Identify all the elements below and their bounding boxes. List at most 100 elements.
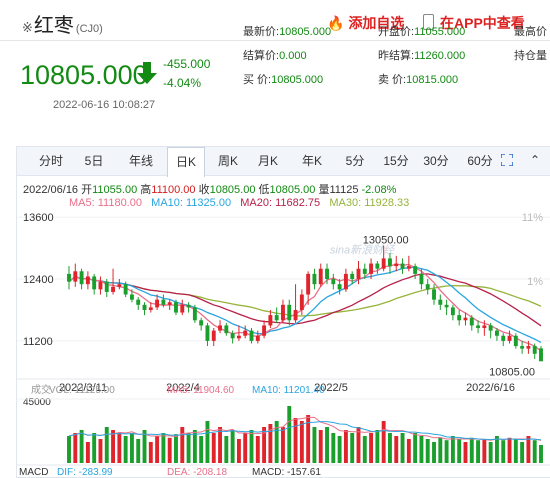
volume-bar xyxy=(375,430,380,463)
volume-bar xyxy=(249,430,254,463)
volume-bar xyxy=(306,415,311,463)
ma20-value: MA20: 11682.75 xyxy=(240,197,321,209)
volume-bar xyxy=(457,439,462,463)
high-value: 11100.00 xyxy=(151,184,196,196)
quote-field: 昨结算:11260.000 xyxy=(378,47,465,63)
volume-bar xyxy=(488,442,493,463)
price-tick-label: 11200 xyxy=(23,336,53,348)
volume-bar xyxy=(438,437,443,463)
candle-body xyxy=(299,294,304,310)
vol-ma5-line xyxy=(68,416,542,441)
tab-9[interactable]: 15分 xyxy=(383,154,409,168)
tab-1[interactable]: 分时 xyxy=(38,154,63,168)
volume-bar xyxy=(174,434,178,463)
volume-bar xyxy=(494,436,499,463)
tab-11[interactable]: 60分 xyxy=(467,154,493,168)
price-change: -455.000 xyxy=(163,57,211,71)
kline-date: 2022/06/16 xyxy=(23,184,79,196)
ma5-value: MA5: 11180.00 xyxy=(69,197,142,209)
ma10-value: MA10: 11325.00 xyxy=(151,197,232,209)
volume-bar xyxy=(85,442,90,463)
candle-body xyxy=(413,266,418,274)
macd-dea-value: DEA: -208.18 xyxy=(167,467,227,477)
candle-body xyxy=(457,315,462,321)
candle-body xyxy=(337,284,342,290)
ma-info-line: MA5: 11180.00 MA10: 11325.00 MA20: 11682… xyxy=(69,197,409,209)
volume-bar xyxy=(167,437,172,463)
volume-bar xyxy=(287,406,292,463)
volume-bar xyxy=(281,427,285,463)
candle-body xyxy=(494,330,499,336)
volume-bar xyxy=(388,433,392,463)
page-header: ※红枣 (CJ0) 🔥 添加自选 在APP中查看 xyxy=(0,0,550,41)
candle-body xyxy=(450,307,455,316)
candle-body xyxy=(287,304,292,321)
tab-2[interactable]: 5日 xyxy=(84,154,104,168)
double-chevron-up-icon[interactable]: ⌃ xyxy=(530,153,541,167)
candle-body xyxy=(274,315,279,321)
quote-field-label: 昨结算: xyxy=(378,50,415,62)
price-tick-label: 13600 xyxy=(23,212,54,224)
volume-bar xyxy=(155,436,160,463)
ma30-line xyxy=(68,275,542,317)
date-axis-label: 2022/5 xyxy=(314,382,348,394)
fullscreen-icon[interactable] xyxy=(501,154,513,166)
volume-bar xyxy=(432,442,436,463)
price-change-percent: -4.04% xyxy=(163,76,202,90)
volume-bar xyxy=(476,440,481,463)
volume-bar xyxy=(211,433,216,463)
tab-4[interactable]: 日K xyxy=(167,147,205,177)
candle-body xyxy=(262,325,267,336)
quote-field-value: 11055.000 xyxy=(414,26,466,38)
volume-bar xyxy=(142,430,147,463)
candle-body xyxy=(444,304,449,308)
candle-body xyxy=(507,335,512,341)
tab-5[interactable]: 周K xyxy=(217,154,238,168)
quote-field: 最新价:10805.000 xyxy=(243,23,331,39)
candle-body xyxy=(369,263,374,274)
quote-field-label: 买 价: xyxy=(243,74,272,86)
volume-bar xyxy=(520,442,525,463)
star-icon: ※ xyxy=(22,20,33,35)
candle-body xyxy=(268,315,273,326)
volume-bar xyxy=(526,436,531,463)
tab-10[interactable]: 30分 xyxy=(423,154,449,168)
volume-bar xyxy=(501,440,506,463)
macd-dif-value: DIF: -283.99 xyxy=(57,467,113,477)
candle-body xyxy=(199,320,204,326)
quote-field-label: 结算价: xyxy=(243,50,280,62)
view-in-app-button[interactable]: 在APP中查看 xyxy=(423,13,525,33)
ma5-line xyxy=(68,263,542,352)
vol-ma5-value: MA5: 11904.60 xyxy=(167,385,235,396)
tab-7[interactable]: 年K xyxy=(301,154,322,168)
volume-bar xyxy=(362,436,367,463)
tab-6[interactable]: 月K xyxy=(257,154,278,168)
tab-3[interactable]: 年线 xyxy=(128,154,153,168)
flame-icon: 🔥 xyxy=(327,15,345,31)
volume-bar xyxy=(274,421,279,463)
volume-bar xyxy=(67,436,71,463)
volume-bar xyxy=(337,436,342,463)
candle-body xyxy=(236,335,241,339)
candle-body xyxy=(476,325,481,329)
volume-bar xyxy=(79,430,84,463)
volume-bar xyxy=(293,418,298,463)
candle-body xyxy=(161,299,166,305)
volume-bar xyxy=(117,433,122,463)
high-label: 高 xyxy=(140,184,152,196)
volume-bar xyxy=(400,433,405,463)
candle-body xyxy=(129,294,134,300)
add-favorite-button[interactable]: 🔥 添加自选 xyxy=(327,13,404,33)
quote-field: 持仓量 xyxy=(514,47,547,63)
candle-body xyxy=(281,304,285,321)
volume-bar xyxy=(224,436,229,463)
peak-price-label: 13050.00 xyxy=(363,235,409,247)
quote-field-value: 10805.000 xyxy=(279,26,332,38)
tab-8[interactable]: 5分 xyxy=(345,154,365,168)
low-value: 10805.00 xyxy=(269,184,316,196)
volume-value: 11125 xyxy=(329,184,359,196)
volume-bar xyxy=(369,433,374,463)
candle-body xyxy=(123,284,128,295)
down-arrow-icon xyxy=(137,62,157,84)
